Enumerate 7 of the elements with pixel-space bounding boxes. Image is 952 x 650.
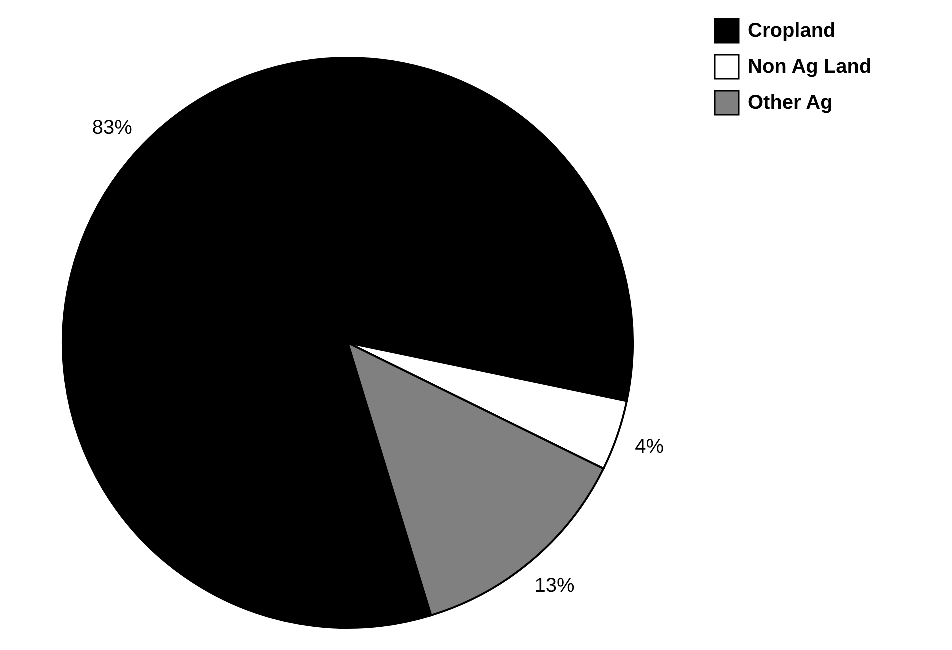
pie-slice bbox=[62, 57, 634, 629]
data-label: 83% bbox=[92, 116, 133, 139]
legend-label: Other Ag bbox=[748, 92, 833, 114]
legend-label: Non Ag Land bbox=[748, 56, 872, 78]
data-label: 4% bbox=[635, 436, 664, 458]
data-label: 13% bbox=[534, 574, 575, 597]
legend-label: Cropland bbox=[748, 20, 836, 42]
